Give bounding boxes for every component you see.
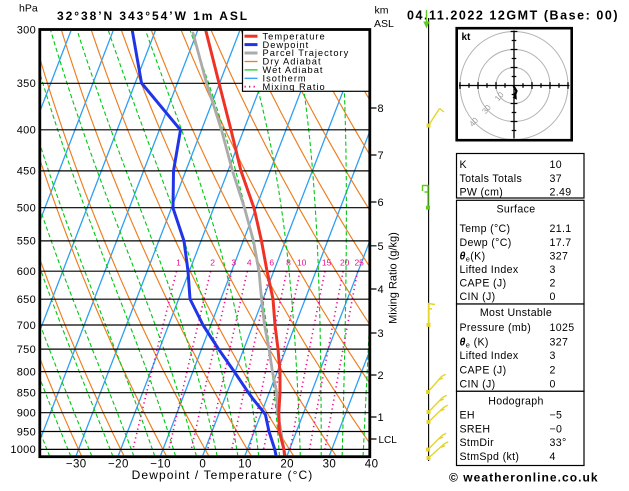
svg-text:950: 950	[17, 426, 36, 438]
svg-text:SREH: SREH	[460, 423, 491, 435]
svg-text:600: 600	[17, 266, 36, 278]
svg-text:800: 800	[17, 366, 36, 378]
svg-text:20: 20	[280, 458, 294, 470]
svg-text:32°38’N 343°54’W 1m ASL: 32°38’N 343°54’W 1m ASL	[57, 9, 249, 23]
svg-text:750: 750	[17, 344, 36, 356]
svg-text:17.7: 17.7	[550, 237, 572, 249]
svg-text:Temperature: Temperature	[263, 31, 326, 41]
svg-text:2: 2	[210, 258, 215, 268]
svg-text:Mixing Ratio: Mixing Ratio	[263, 82, 326, 92]
svg-text:kt: kt	[462, 32, 472, 43]
svg-text:km: km	[375, 4, 389, 16]
svg-text:650: 650	[17, 294, 36, 306]
svg-text:8: 8	[378, 103, 384, 115]
svg-text:StmDir: StmDir	[460, 437, 495, 449]
svg-text:450: 450	[17, 166, 36, 178]
svg-text:4: 4	[378, 284, 384, 296]
svg-text:10: 10	[297, 258, 307, 268]
svg-text:CAPE (J): CAPE (J)	[460, 364, 507, 376]
svg-text:33°: 33°	[550, 437, 567, 449]
svg-text:4: 4	[550, 451, 556, 463]
svg-text:1000: 1000	[10, 444, 36, 456]
svg-text:37: 37	[550, 173, 562, 185]
svg-text:25: 25	[354, 258, 364, 268]
svg-text:Lifted Index: Lifted Index	[460, 264, 519, 276]
svg-text:−10: −10	[150, 458, 171, 470]
svg-text:500: 500	[17, 203, 36, 215]
svg-text:© weatheronline.co.uk: © weatheronline.co.uk	[449, 471, 599, 485]
svg-text:0: 0	[199, 458, 206, 470]
svg-text:10: 10	[238, 458, 252, 470]
svg-text:1025: 1025	[550, 322, 575, 334]
svg-text:550: 550	[17, 236, 36, 248]
svg-text:700: 700	[17, 320, 36, 332]
svg-text:3: 3	[550, 264, 556, 276]
svg-text:Dry Adiabat: Dry Adiabat	[263, 57, 322, 67]
svg-text:Dewpoint: Dewpoint	[263, 40, 310, 50]
svg-text:4: 4	[247, 258, 252, 268]
svg-text:2: 2	[550, 364, 556, 376]
svg-text:hPa: hPa	[19, 3, 38, 15]
svg-text:3: 3	[231, 258, 236, 268]
svg-text:04.11.2022 12GMT (Base: 00): 04.11.2022 12GMT (Base: 00)	[407, 9, 619, 23]
svg-text:1: 1	[378, 412, 384, 424]
svg-text:40: 40	[365, 458, 379, 470]
svg-text:6: 6	[378, 197, 384, 209]
svg-text:Parcel Trajectory: Parcel Trajectory	[263, 48, 350, 58]
svg-text:Isotherm: Isotherm	[263, 74, 307, 84]
svg-text:400: 400	[17, 125, 36, 137]
svg-text:350: 350	[17, 78, 36, 90]
svg-text:Wet Adiabat: Wet Adiabat	[263, 65, 324, 75]
svg-text:ASL: ASL	[374, 18, 394, 30]
svg-text:2.49: 2.49	[550, 186, 572, 198]
svg-text:0: 0	[550, 291, 556, 303]
svg-text:Dewpoint / Temperature (°C): Dewpoint / Temperature (°C)	[132, 468, 314, 482]
svg-text:Hodograph: Hodograph	[488, 395, 544, 407]
svg-text:20: 20	[340, 258, 350, 268]
svg-text:2: 2	[550, 277, 556, 289]
svg-text:Pressure (mb): Pressure (mb)	[460, 322, 532, 334]
svg-text:8: 8	[286, 258, 291, 268]
svg-text:Totals Totals: Totals Totals	[460, 173, 523, 185]
svg-text:6: 6	[269, 258, 274, 268]
svg-text:327: 327	[550, 336, 569, 348]
svg-text:900: 900	[17, 408, 36, 420]
svg-text:5: 5	[378, 241, 384, 253]
svg-text:21.1: 21.1	[550, 223, 572, 235]
svg-text:850: 850	[17, 388, 36, 400]
svg-text:0: 0	[550, 379, 556, 391]
svg-text:θe (K): θe (K)	[460, 336, 489, 349]
svg-text:3: 3	[550, 350, 556, 362]
svg-text:Mixing Ratio (g/kg): Mixing Ratio (g/kg)	[388, 232, 400, 324]
svg-text:−5: −5	[550, 410, 563, 422]
svg-text:10: 10	[550, 159, 562, 171]
svg-text:−0: −0	[550, 423, 563, 435]
svg-text:LCL: LCL	[379, 435, 398, 446]
svg-text:Dewp (°C): Dewp (°C)	[460, 237, 512, 249]
svg-text:Surface: Surface	[497, 204, 536, 216]
svg-text:3: 3	[378, 328, 384, 340]
svg-text:−20: −20	[108, 458, 129, 470]
svg-text:Most Unstable: Most Unstable	[480, 307, 552, 319]
svg-text:StmSpd (kt): StmSpd (kt)	[460, 451, 520, 463]
svg-text:CIN (J): CIN (J)	[460, 291, 496, 303]
svg-text:K: K	[460, 159, 467, 171]
svg-text:θe(K): θe(K)	[460, 250, 486, 263]
svg-text:1: 1	[176, 258, 181, 268]
svg-text:2: 2	[378, 370, 384, 382]
svg-text:CIN (J): CIN (J)	[460, 379, 496, 391]
svg-text:30: 30	[323, 458, 337, 470]
svg-text:EH: EH	[460, 410, 475, 422]
svg-text:300: 300	[17, 24, 36, 36]
svg-text:−30: −30	[66, 458, 87, 470]
svg-text:327: 327	[550, 250, 569, 262]
svg-text:CAPE (J): CAPE (J)	[460, 277, 507, 289]
svg-text:7: 7	[378, 150, 384, 162]
svg-text:Temp (°C): Temp (°C)	[460, 223, 511, 235]
svg-text:Lifted Index: Lifted Index	[460, 350, 519, 362]
svg-text:15: 15	[322, 258, 332, 268]
svg-text:PW (cm): PW (cm)	[460, 186, 504, 198]
